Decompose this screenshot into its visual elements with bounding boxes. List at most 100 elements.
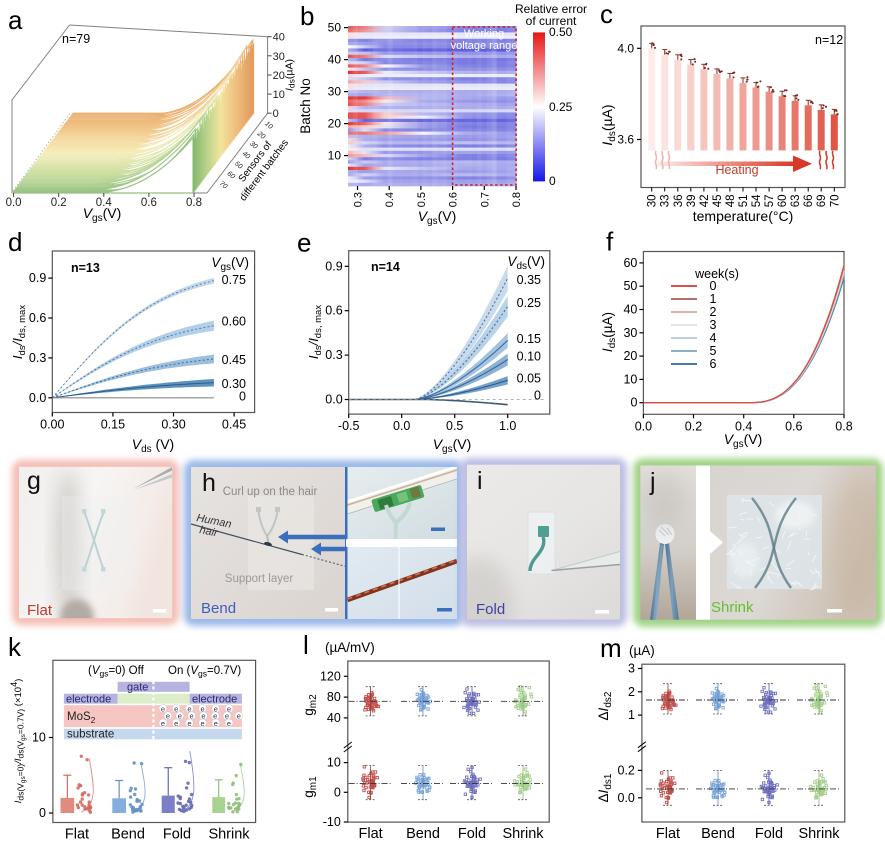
svg-text:e: e (178, 712, 182, 721)
svg-text:e: e (161, 719, 165, 728)
svg-text:0.0: 0.0 (325, 393, 342, 407)
svg-text:Flat: Flat (656, 826, 680, 842)
svg-text:0.3: 0.3 (325, 348, 342, 362)
svg-text:Vgs(V): Vgs(V) (211, 255, 249, 273)
svg-text:e: e (225, 712, 229, 721)
svg-text:k: k (8, 632, 22, 662)
svg-text:voltage range: voltage range (451, 40, 518, 52)
svg-text:0: 0 (239, 390, 246, 404)
svg-text:0.10: 0.10 (517, 350, 541, 364)
svg-text:h: h (202, 469, 216, 497)
svg-text:Flat: Flat (27, 602, 53, 619)
svg-text:60: 60 (225, 170, 236, 180)
svg-text:20: 20 (255, 130, 266, 141)
svg-text:0: 0 (334, 785, 341, 799)
svg-text:30: 30 (273, 51, 285, 63)
svg-text:4: 4 (710, 331, 717, 345)
svg-text:g: g (27, 467, 41, 495)
svg-text:j: j (649, 468, 656, 496)
svg-text:0: 0 (549, 174, 556, 188)
svg-text:(Vgs=0) Off: (Vgs=0) Off (88, 665, 145, 679)
svg-text:0.6: 0.6 (29, 311, 46, 325)
svg-text:Shrink: Shrink (711, 599, 754, 616)
svg-text:0: 0 (273, 108, 279, 120)
svg-text:45: 45 (712, 195, 724, 208)
svg-text:20: 20 (623, 349, 637, 363)
svg-text:e: e (297, 228, 311, 258)
svg-text:0.0: 0.0 (635, 419, 652, 433)
svg-text:30: 30 (647, 195, 659, 208)
svg-text:0.15: 0.15 (101, 418, 125, 432)
svg-text:Vgs(V): Vgs(V) (83, 205, 122, 224)
svg-text:0: 0 (630, 396, 637, 410)
svg-text:5: 5 (710, 344, 717, 358)
svg-text:0.9: 0.9 (325, 259, 342, 273)
svg-text:e: e (214, 719, 218, 728)
svg-text:f: f (606, 227, 614, 257)
svg-text:0.8: 0.8 (511, 192, 523, 207)
svg-text:0.05: 0.05 (517, 372, 541, 386)
svg-text:n=14: n=14 (371, 260, 400, 274)
svg-text:e: e (213, 712, 217, 721)
svg-text:-0.5: -0.5 (338, 419, 360, 433)
svg-text:0.3: 0.3 (353, 192, 365, 207)
svg-text:Shrink: Shrink (502, 826, 544, 842)
svg-text:3: 3 (628, 662, 635, 676)
svg-text:0.2: 0.2 (685, 419, 702, 433)
svg-text:20: 20 (273, 70, 285, 82)
svg-text:0.25: 0.25 (549, 100, 573, 114)
svg-text:n=13: n=13 (71, 261, 100, 275)
svg-text:Flat: Flat (65, 827, 89, 843)
svg-text:n=12: n=12 (815, 33, 843, 47)
svg-text:-10: -10 (323, 815, 341, 829)
svg-text:Batch No: Batch No (298, 78, 313, 134)
svg-text:e: e (187, 719, 191, 728)
svg-text:Ids(Vgs=0)/Ids(Vgs=0.7V) (×104: Ids(Vgs=0)/Ids(Vgs=0.7V) (×104) (9, 679, 27, 804)
svg-text:40: 40 (328, 53, 342, 67)
svg-text:(µA): (µA) (629, 643, 655, 658)
svg-text:0: 0 (39, 806, 46, 820)
svg-text:0.6: 0.6 (448, 192, 460, 207)
svg-text:Vgs(V): Vgs(V) (724, 431, 763, 450)
svg-text:(µA/mV): (µA/mV) (325, 640, 375, 655)
svg-text:e: e (166, 712, 170, 721)
svg-text:0.15: 0.15 (517, 332, 541, 346)
svg-text:Ids/Ids, max: Ids/Ids, max (10, 305, 28, 359)
svg-text:50: 50 (623, 279, 637, 293)
svg-text:69: 69 (816, 195, 828, 208)
svg-text:36: 36 (673, 195, 685, 208)
svg-text:0.25: 0.25 (517, 296, 541, 310)
svg-text:0.2: 0.2 (618, 763, 635, 777)
svg-text:0.45: 0.45 (222, 418, 246, 432)
svg-text:20: 20 (328, 117, 342, 131)
svg-text:Relative error: Relative error (515, 2, 587, 16)
svg-text:Ids(µA): Ids(µA) (284, 59, 297, 91)
svg-text:0.4: 0.4 (384, 192, 396, 207)
svg-text:4.0: 4.0 (617, 41, 634, 55)
svg-text:e: e (174, 719, 178, 728)
svg-text:51: 51 (738, 195, 750, 208)
svg-text:40: 40 (273, 32, 285, 44)
svg-text:e: e (187, 704, 191, 713)
svg-text:0.2: 0.2 (51, 197, 67, 209)
svg-text:hair: hair (198, 524, 220, 540)
svg-text:0.0: 0.0 (393, 419, 410, 433)
svg-text:10: 10 (328, 149, 342, 163)
svg-text:Curl up on the hair: Curl up on the hair (223, 486, 318, 498)
svg-text:0.60: 0.60 (222, 315, 246, 329)
svg-text:10: 10 (32, 731, 46, 745)
svg-text:Ids(µA): Ids(µA) (600, 312, 618, 352)
svg-text:Vgs(V): Vgs(V) (433, 436, 472, 455)
svg-text:0: 0 (534, 389, 541, 403)
svg-text:week(s): week(s) (694, 267, 739, 281)
svg-text:0.45: 0.45 (222, 353, 246, 367)
svg-text:b: b (300, 1, 314, 31)
svg-text:Fold: Fold (458, 826, 486, 842)
svg-text:10: 10 (623, 372, 637, 386)
svg-text:0.6: 0.6 (141, 197, 157, 209)
svg-text:40: 40 (327, 711, 341, 725)
svg-text:0.8: 0.8 (835, 419, 852, 433)
svg-text:0.00: 0.00 (40, 418, 64, 432)
svg-text:66: 66 (803, 195, 815, 208)
svg-text:Fold: Fold (163, 827, 191, 843)
